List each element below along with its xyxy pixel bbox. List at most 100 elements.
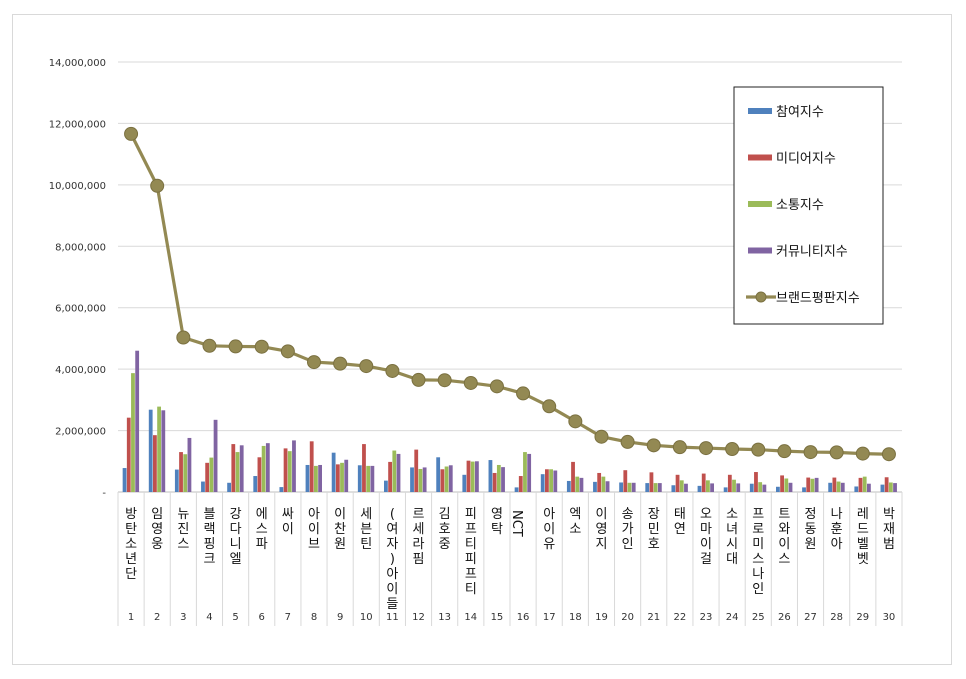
x-category-char: 진 <box>177 522 189 537</box>
bar-3-22 <box>679 480 684 492</box>
bar-1-13 <box>436 457 441 492</box>
x-category-char: 아 <box>308 507 320 522</box>
line-point-8 <box>307 355 321 370</box>
bar-4-14 <box>475 461 479 492</box>
bar-3-13 <box>444 466 449 492</box>
line-point-29 <box>855 446 870 461</box>
bar-4-15 <box>501 467 505 492</box>
line-point-14 <box>463 375 478 390</box>
x-category-char: 들 <box>386 597 398 612</box>
line-point-30 <box>881 447 896 462</box>
x-axis-categories: 방 탄 소 년 단1임 영 웅2뉴 진 스3블 랙 핑 크4강 다 니 엘5에 스 파6싸 이7아 이 브8이 찬 원9세… <box>117 492 903 626</box>
x-category-char: 아 <box>386 567 398 582</box>
x-category-char: 엘 <box>230 552 242 567</box>
x-rank-label: 30 <box>883 612 896 623</box>
line-point-27 <box>803 445 818 460</box>
bar-4-18 <box>579 477 584 492</box>
x-rank-label: 19 <box>595 612 608 623</box>
x-category-char: ( <box>390 507 395 522</box>
bar-4-24 <box>736 483 741 492</box>
bar-1-29 <box>854 486 859 492</box>
x-rank-label: 27 <box>804 612 817 623</box>
bar-2-13 <box>440 469 445 492</box>
x-category-char: 스 <box>256 522 268 537</box>
x-rank-label: 2 <box>154 612 160 623</box>
line-point-26 <box>777 444 792 459</box>
x-category-char: 아 <box>831 537 843 552</box>
x-category-char: 이 <box>595 507 607 522</box>
line-point-11 <box>385 363 400 378</box>
line-point-17 <box>542 399 557 414</box>
line-point-22 <box>672 440 687 455</box>
bar-2-23 <box>701 473 706 492</box>
x-category-char: 장 <box>648 507 660 522</box>
bar-3-18 <box>575 476 580 492</box>
line-point-19 <box>594 429 609 444</box>
bar-1-20 <box>619 482 623 492</box>
x-category-char: 이 <box>334 507 346 522</box>
x-category-char: 지 <box>595 537 607 552</box>
x-rank-label: 25 <box>752 612 765 623</box>
x-category-char: 탁 <box>491 522 503 537</box>
bar-4-9 <box>344 459 349 492</box>
bar-3-14 <box>470 461 475 492</box>
x-rank-label: 3 <box>180 612 186 623</box>
bar-3-1 <box>131 373 135 492</box>
bar-1-19 <box>593 481 597 492</box>
x-category-char: 이 <box>282 522 294 537</box>
bar-4-28 <box>840 482 845 492</box>
bar-2-14 <box>466 460 471 492</box>
bar-3-21 <box>653 483 658 492</box>
bar-1-12 <box>410 467 414 492</box>
bar-3-5 <box>235 452 240 492</box>
bar-4-3 <box>187 437 192 492</box>
brand-reputation-line <box>124 126 896 462</box>
x-category-char: 동 <box>805 522 817 537</box>
x-category-char: 븐 <box>360 522 372 537</box>
bar-1-23 <box>697 485 702 492</box>
bar-2-15 <box>492 472 497 492</box>
bar-1-5 <box>227 482 231 492</box>
bar-2-11 <box>388 461 392 492</box>
bar-4-12 <box>422 467 427 492</box>
bar-4-6 <box>265 443 270 492</box>
x-rank-label: 23 <box>700 612 713 623</box>
bar-3-6 <box>261 445 266 492</box>
x-rank-label: 18 <box>569 612 582 623</box>
line-point-1 <box>124 126 139 141</box>
bar-2-4 <box>205 462 210 492</box>
bar-1-8 <box>305 464 310 492</box>
bar-3-27 <box>810 478 815 492</box>
bar-3-19 <box>601 476 606 492</box>
bar-3-24 <box>732 479 736 492</box>
bar-3-17 <box>549 469 553 492</box>
bar-3-10 <box>366 465 371 492</box>
x-rank-label: 12 <box>412 612 425 623</box>
x-category-char: 이 <box>778 537 790 552</box>
legend-swatch-point <box>755 291 767 303</box>
x-category-char: 티 <box>465 582 477 597</box>
bar-2-10 <box>362 444 366 492</box>
x-category-char: 마 <box>700 522 712 537</box>
bar-2-17 <box>545 469 549 492</box>
line-point-5 <box>228 339 243 354</box>
line-point-18 <box>568 414 583 429</box>
bar-4-19 <box>605 481 610 492</box>
x-category-char: 틴 <box>360 537 372 552</box>
x-category-char: 벳 <box>857 552 869 567</box>
bar-3-26 <box>784 478 789 492</box>
x-category-char: 호 <box>648 537 660 552</box>
bar-1-28 <box>828 482 833 492</box>
line-point-21 <box>646 438 661 453</box>
y-tick-label: 12,000,000 <box>49 119 106 130</box>
x-rank-label: 29 <box>856 612 869 623</box>
legend-swatch <box>748 201 772 207</box>
